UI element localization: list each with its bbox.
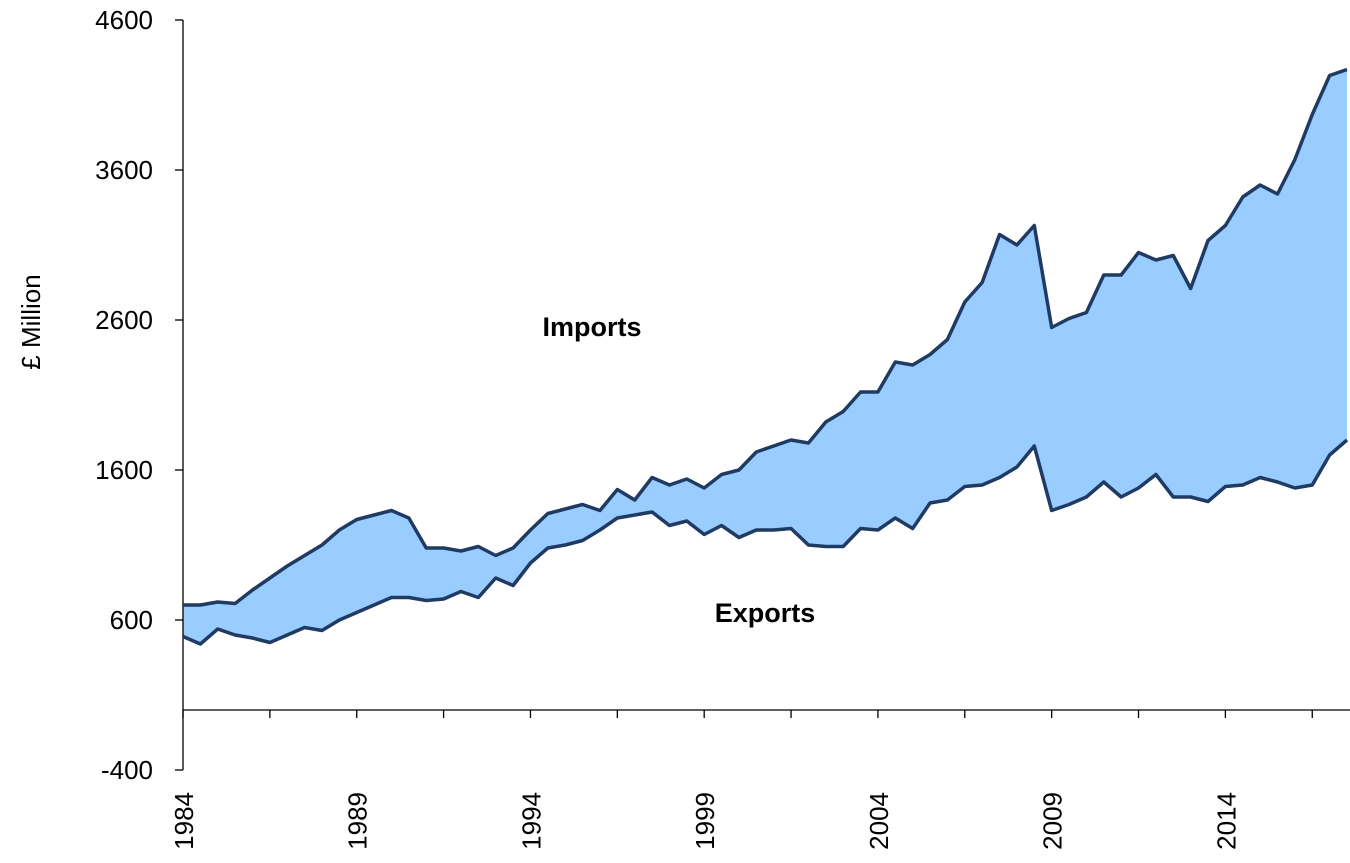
series-line [183, 67, 1348, 607]
x-tick-label: 2014 [1211, 792, 1241, 850]
series-annotation: Imports [542, 312, 641, 342]
x-tick-label: 1999 [690, 792, 720, 850]
x-tick-label: 2004 [864, 792, 894, 850]
y-tick-label: -400 [101, 755, 153, 785]
y-tick-label: 600 [110, 605, 153, 635]
band-fill [183, 69, 1347, 644]
y-tick-label: 4600 [95, 5, 153, 35]
series-annotation: Exports [715, 598, 816, 628]
x-tick-label: 1994 [516, 792, 546, 850]
series-line [182, 438, 1349, 646]
y-tick-label: 1600 [95, 455, 153, 485]
y-tick-label: 2600 [95, 305, 153, 335]
x-tick-label: 2009 [1038, 792, 1068, 850]
y-tick-label: 3600 [95, 155, 153, 185]
x-tick-label: 1989 [343, 792, 373, 850]
y-axis-title: £ Million [16, 274, 46, 369]
x-tick-label: 1984 [169, 792, 199, 850]
